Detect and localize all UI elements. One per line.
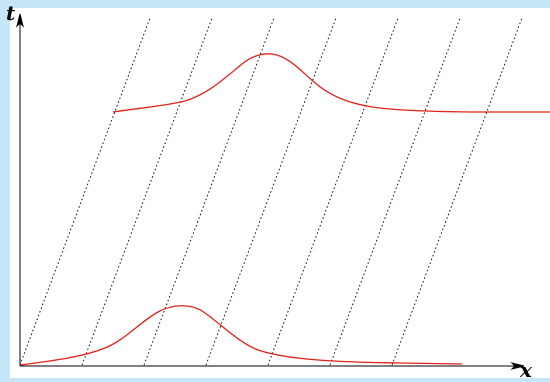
t-axis-label: t [6,1,16,25]
x-axis-arrow [510,362,525,370]
characteristic-line [81,17,213,366]
plot-panel [10,8,550,378]
characteristic-line [19,17,151,366]
characteristic-line [391,17,523,366]
characteristic-line [329,17,461,366]
characteristic-line [267,17,399,366]
initial-wave-profile [19,305,463,366]
characteristic-lines [19,17,523,366]
axes [16,13,525,370]
t-axis-arrow [16,13,24,28]
x-axis-label: x [520,358,532,382]
translated-wave-profile [112,53,550,113]
characteristic-line [205,17,337,366]
characteristic-line [143,17,275,366]
